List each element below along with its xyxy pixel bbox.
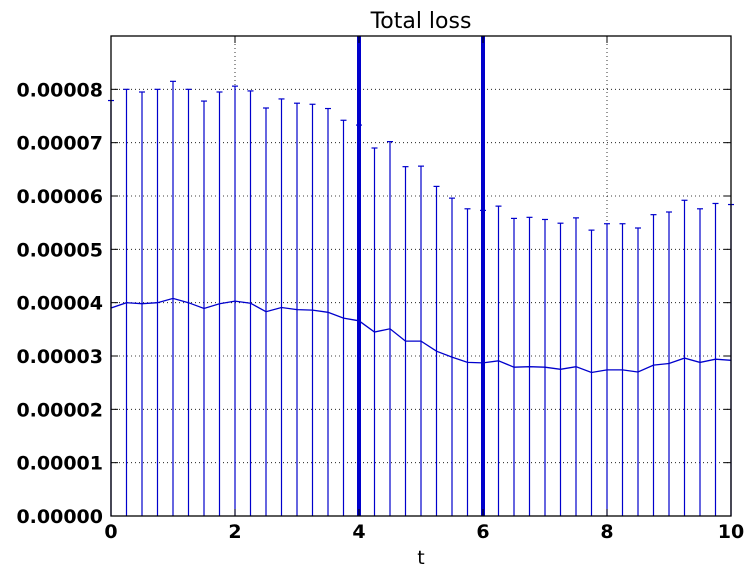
y-tick-label: 0.00005	[16, 239, 103, 261]
x-tick-label: 2	[228, 521, 241, 543]
y-tick-label: 0.00000	[16, 506, 103, 528]
x-tick-label: 10	[718, 521, 744, 543]
y-tick-label: 0.00008	[16, 79, 103, 101]
plot-frame	[110, 35, 732, 517]
y-tick-label: 0.00003	[16, 346, 103, 368]
y-tick-label: 0.00001	[16, 453, 103, 475]
x-axis-label: t	[417, 547, 424, 569]
x-tick-label: 0	[104, 521, 117, 543]
y-tick-label: 0.00002	[16, 399, 103, 421]
series-line	[110, 297, 732, 374]
x-tick-label: 4	[352, 521, 365, 543]
x-tick-label: 6	[476, 521, 489, 543]
y-tick-label: 0.00007	[16, 133, 103, 155]
axis-ticks: 0 2 4 6 8 10 0.00000 0.00001 0.00002 0.00003 0.000…	[16, 36, 744, 543]
x-tick-label: 8	[600, 521, 613, 543]
chart-title: Total loss	[370, 9, 472, 34]
plot-area	[108, 36, 734, 516]
y-tick-label: 0.00004	[16, 293, 103, 315]
y-tick-label: 0.00006	[16, 186, 103, 208]
